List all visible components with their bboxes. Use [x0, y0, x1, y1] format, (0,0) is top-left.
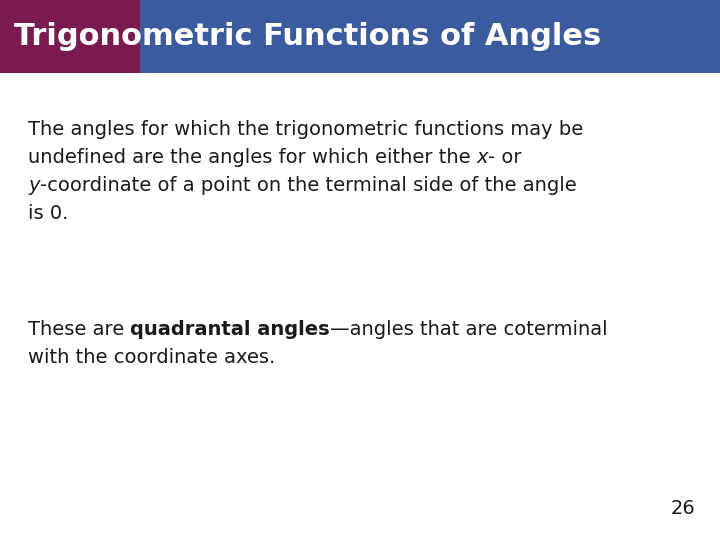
Text: —angles that are coterminal: —angles that are coterminal [330, 320, 608, 339]
Text: undefined are the angles for which either the: undefined are the angles for which eithe… [28, 148, 477, 167]
Text: y: y [28, 176, 40, 195]
Bar [0, 0, 720, 73]
Text: x: x [477, 148, 488, 167]
Bar [0, 0, 140, 73]
Text: is 0.: is 0. [28, 204, 68, 223]
Text: -coordinate of a point on the terminal side of the angle: -coordinate of a point on the terminal s… [40, 176, 576, 195]
Text: with the coordinate axes.: with the coordinate axes. [28, 348, 275, 367]
Text: These are: These are [28, 320, 130, 339]
Text: - or: - or [488, 148, 522, 167]
Text: quadrantal angles: quadrantal angles [130, 320, 330, 339]
Text: The angles for which the trigonometric functions may be: The angles for which the trigonometric f… [28, 120, 583, 139]
Text: Trigonometric Functions of Angles: Trigonometric Functions of Angles [14, 22, 601, 51]
Text: 26: 26 [670, 499, 695, 518]
